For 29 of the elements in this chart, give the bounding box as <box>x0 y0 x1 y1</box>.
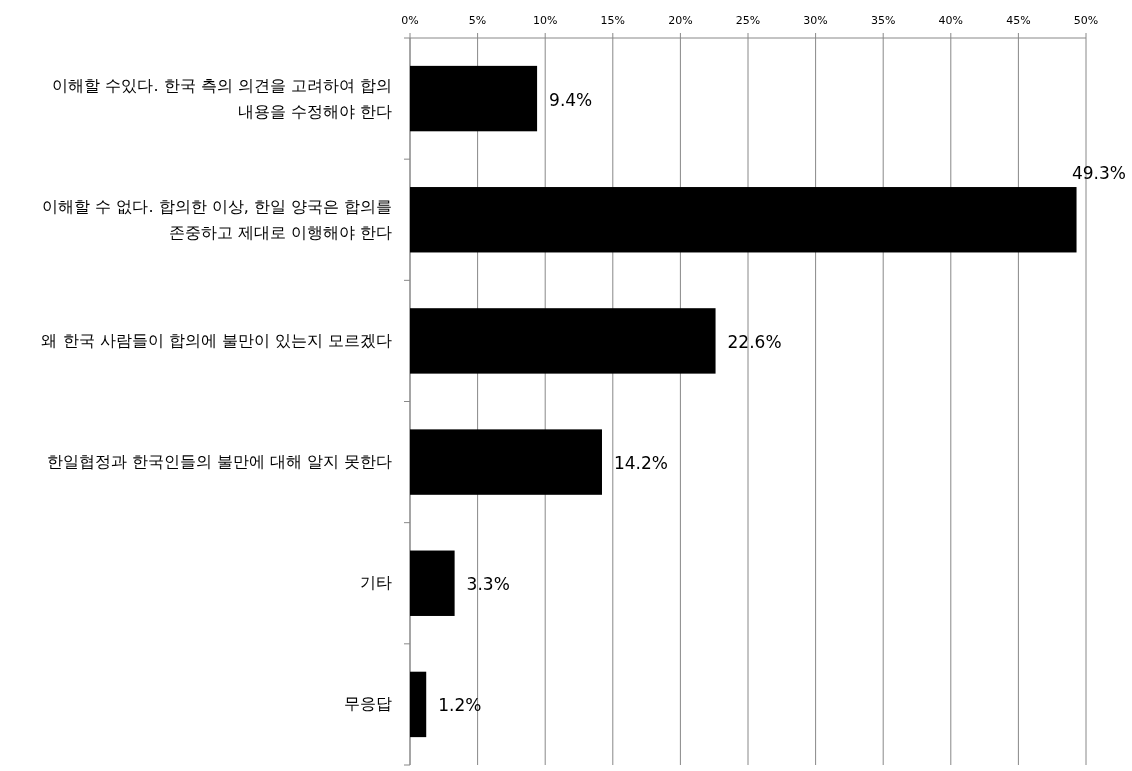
data-label: 1.2% <box>438 695 482 716</box>
x-tick-label: 50% <box>1073 14 1099 27</box>
y-tick-label: 이해할 수있다. 한국 측의 의견을 고려하여 합의 내용을 수정해야 한다 <box>51 74 392 123</box>
x-tick-label: 15% <box>600 14 626 27</box>
y-tick-label: 한일협정과 한국인들의 불만에 대해 알지 못한다 <box>45 451 392 474</box>
data-label: 49.3% <box>1071 163 1126 184</box>
bar <box>410 429 602 495</box>
x-tick-label: 25% <box>735 14 761 27</box>
data-label: 3.3% <box>466 574 510 595</box>
y-tick-label: 왜 한국 사람들이 합의에 불만이 있는지 모르겠다 <box>40 329 392 352</box>
bar <box>410 187 1077 253</box>
x-tick-label: 45% <box>1006 14 1031 27</box>
y-tick-label: 기타 <box>359 572 392 595</box>
data-label: 14.2% <box>613 453 668 474</box>
x-tick-label: 10% <box>532 14 558 27</box>
y-tick-label: 무응답 <box>343 693 392 716</box>
x-tick-label: 0% <box>401 14 419 27</box>
bar <box>410 671 427 738</box>
bar <box>410 308 716 374</box>
x-tick-label: 35% <box>870 14 896 27</box>
x-tick-label: 30% <box>803 14 828 27</box>
x-tick-label: 40% <box>938 14 964 27</box>
bar <box>410 550 455 616</box>
x-tick-label: 5% <box>468 14 487 27</box>
x-tick-label: 20% <box>668 14 693 27</box>
bar <box>410 65 538 132</box>
data-label: 22.6% <box>727 331 782 352</box>
data-label: 9.4% <box>549 89 593 110</box>
y-tick-label: 이해할 수 없다. 합의한 이상, 한일 양국은 합의를 존중하고 제대로 이행해야 한다 <box>41 195 392 244</box>
